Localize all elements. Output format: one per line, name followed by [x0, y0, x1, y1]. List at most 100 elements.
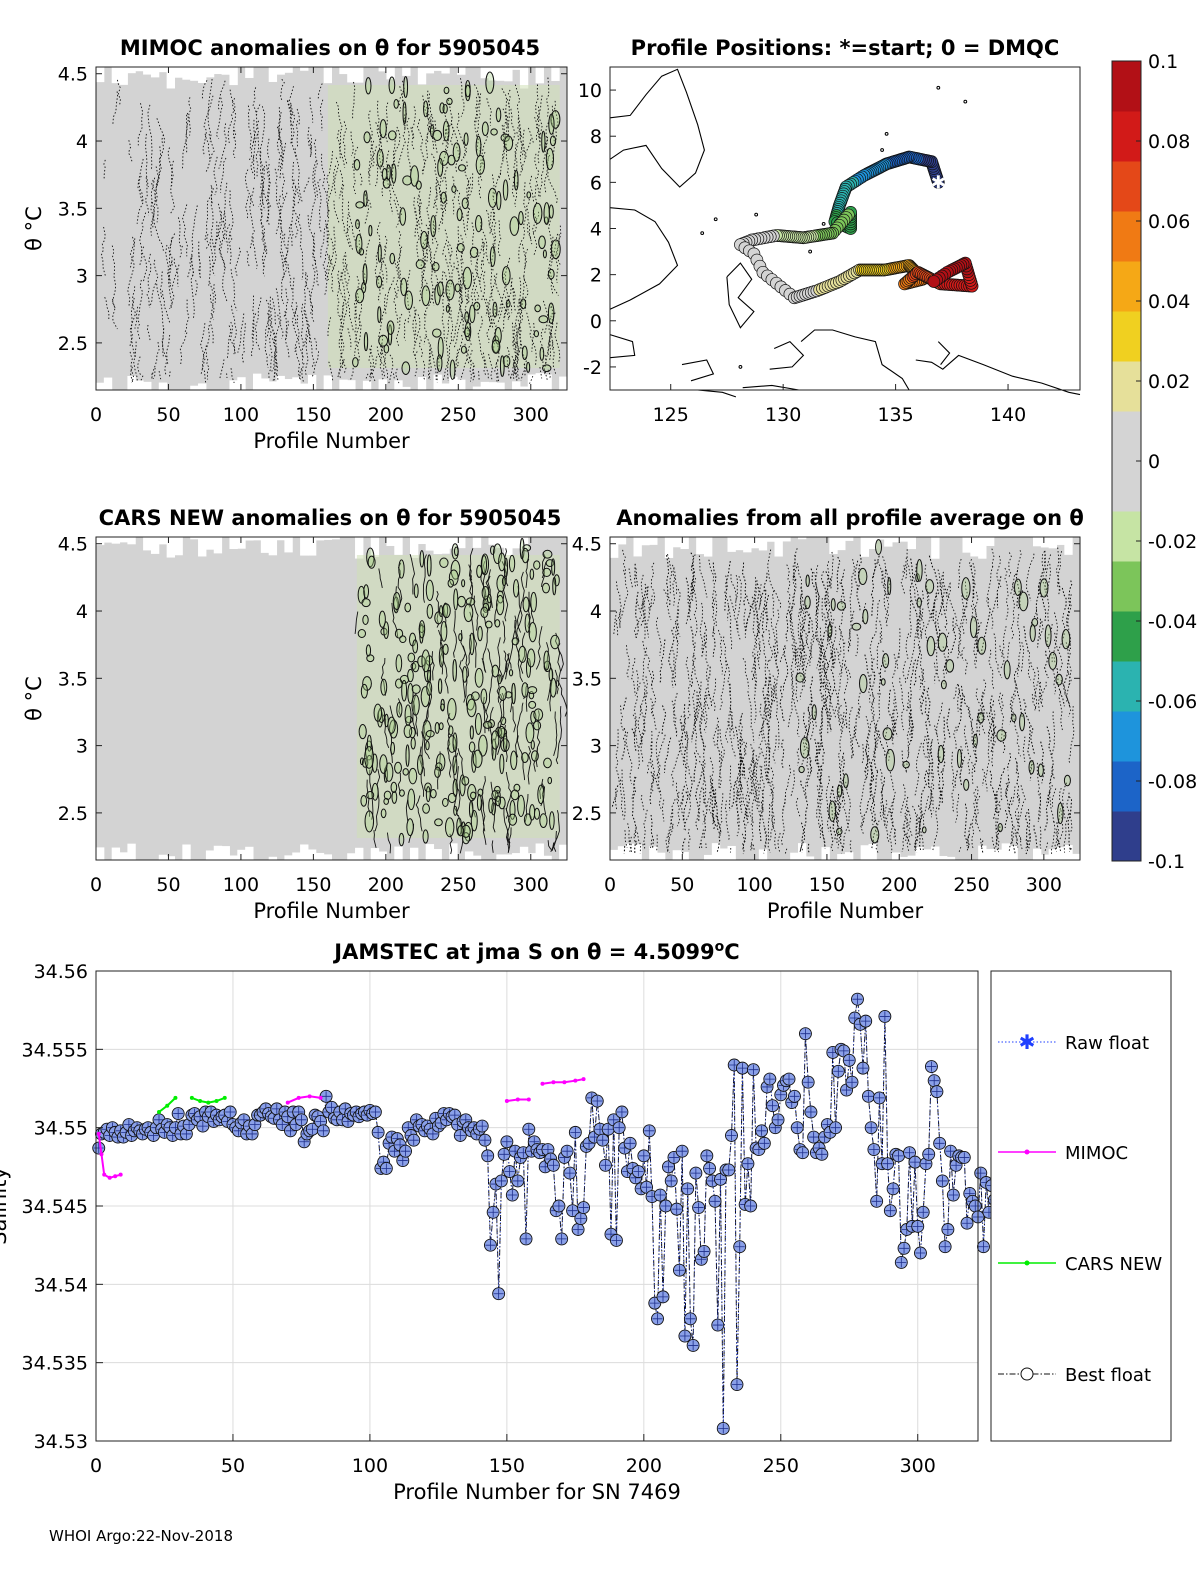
contour-line [614, 790, 618, 810]
missing-top [347, 67, 356, 83]
missing-bottom [805, 856, 815, 860]
missing-top [323, 67, 332, 84]
contour-line [555, 632, 564, 672]
contour-line [453, 752, 459, 817]
contour-line [1026, 553, 1035, 602]
contour-loop [497, 674, 502, 685]
contour-line [855, 634, 859, 657]
contour-loop [530, 710, 537, 724]
contour-line [739, 712, 745, 778]
contour-line [671, 700, 678, 737]
contour-line [1005, 782, 1011, 815]
contour-line [555, 234, 560, 284]
raw-float-marker [542, 1144, 553, 1155]
contour-loop [447, 697, 457, 721]
legend-marker-raw: ✱ [1019, 1030, 1036, 1054]
salinity-panel: 0 50 100 150 200 250 30034.5334.53534.5434.545… [0, 939, 1172, 1504]
contour-line [758, 801, 764, 843]
contour-line [450, 116, 460, 174]
contour-line [749, 743, 754, 769]
contour-line [303, 177, 310, 193]
contour-line [511, 355, 517, 378]
contour-line [146, 253, 152, 307]
missing-bottom [527, 374, 537, 390]
contour-line [447, 99, 455, 146]
raw-float-marker [789, 1091, 800, 1102]
contour-line [990, 726, 997, 753]
x-tick-label: 200 [626, 1455, 662, 1477]
contour-line [994, 811, 1000, 853]
contour-line [1024, 811, 1029, 855]
contour-loop [480, 688, 488, 705]
colorbar: 0.10.080.060.040.020-0.02-0.04-0.06-0.08… [1111, 51, 1197, 873]
contour-line [1033, 667, 1040, 701]
raw-float-marker [671, 1204, 682, 1215]
colorbar-segment [1112, 511, 1141, 562]
missing-bottom [339, 379, 348, 390]
contour-line [757, 703, 765, 750]
contour-loop [392, 592, 401, 611]
contour-loop [407, 788, 416, 811]
cars-new-point [165, 1103, 170, 1108]
contour-loop [423, 100, 429, 118]
contour-line [909, 600, 912, 638]
contour-loop [461, 579, 466, 588]
cars-new-point [198, 1099, 203, 1104]
contour-line [307, 215, 317, 267]
contour-line [373, 830, 377, 848]
contour-loop [977, 636, 987, 655]
contour-line [460, 234, 464, 264]
contour-loop [468, 800, 474, 818]
raw-float-marker [485, 1240, 496, 1251]
contour-line [767, 629, 774, 662]
raw-float-marker [318, 1125, 329, 1136]
missing-bottom [617, 846, 627, 860]
contour-loop [488, 797, 494, 814]
contour-loop [1019, 712, 1026, 732]
contour-line [758, 584, 762, 612]
contour-line [628, 840, 632, 854]
contour-line [642, 602, 649, 638]
contour-line [816, 640, 821, 669]
contour-loop [401, 361, 411, 375]
contour-line [1063, 813, 1069, 853]
raw-float-marker [745, 1201, 756, 1211]
contour-line [1017, 614, 1022, 678]
raw-float-marker [523, 1124, 534, 1135]
contour-loop [363, 131, 371, 144]
contour-line [825, 775, 830, 832]
cars-new-point [222, 1095, 227, 1100]
raw-float-marker [742, 1158, 753, 1169]
x-tick-label: 300 [1026, 874, 1062, 896]
contour-loop [870, 826, 880, 844]
contour-line [393, 287, 399, 323]
missing-bottom [939, 856, 948, 860]
contour-line [883, 800, 888, 828]
contour-loop [426, 554, 432, 577]
contour-line [954, 770, 958, 789]
contour-line [390, 184, 402, 215]
mimoc-point [96, 1131, 101, 1136]
missing-top [331, 537, 340, 540]
contour-line [359, 173, 363, 187]
colorbar-segment [1112, 811, 1141, 862]
missing-bottom [543, 374, 552, 390]
contour-line [1011, 694, 1021, 757]
contour-line [1061, 587, 1067, 611]
contour-loop [364, 746, 374, 769]
missing-top [417, 67, 427, 85]
contour-loop [996, 729, 1007, 742]
contour-loop [887, 577, 892, 596]
contour-line [1010, 575, 1015, 595]
contour-line [919, 770, 927, 828]
contour-loop [543, 650, 550, 671]
contour-loop [413, 583, 419, 599]
contour-loop [363, 331, 369, 352]
colorbar-segment [1112, 161, 1141, 212]
contour-line [766, 660, 773, 698]
contour-loop [533, 807, 540, 820]
contour-line [996, 576, 1002, 609]
contour-line [738, 753, 741, 773]
contour-line [745, 777, 750, 826]
contour-line [230, 321, 236, 355]
